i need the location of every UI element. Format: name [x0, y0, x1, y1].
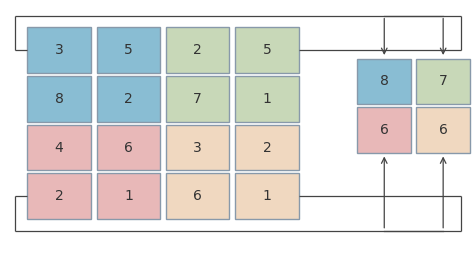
- Text: 1: 1: [124, 189, 133, 203]
- Text: 6: 6: [193, 189, 202, 203]
- FancyBboxPatch shape: [166, 27, 229, 73]
- FancyBboxPatch shape: [166, 76, 229, 122]
- FancyBboxPatch shape: [166, 125, 229, 170]
- FancyBboxPatch shape: [97, 27, 160, 73]
- Text: 1: 1: [263, 189, 271, 203]
- FancyBboxPatch shape: [97, 173, 160, 219]
- FancyBboxPatch shape: [27, 125, 91, 170]
- FancyBboxPatch shape: [357, 59, 411, 104]
- Text: 2: 2: [124, 92, 133, 106]
- FancyBboxPatch shape: [357, 107, 411, 153]
- Text: 3: 3: [55, 43, 64, 57]
- FancyBboxPatch shape: [416, 59, 470, 104]
- Text: 5: 5: [263, 43, 271, 57]
- Text: 2: 2: [55, 189, 64, 203]
- Text: 7: 7: [439, 74, 447, 88]
- FancyBboxPatch shape: [416, 107, 470, 153]
- Text: 2: 2: [263, 140, 271, 154]
- Text: 6: 6: [380, 123, 389, 137]
- FancyBboxPatch shape: [27, 173, 91, 219]
- Text: 8: 8: [55, 92, 64, 106]
- Text: 3: 3: [193, 140, 202, 154]
- FancyBboxPatch shape: [27, 76, 91, 122]
- FancyBboxPatch shape: [235, 27, 299, 73]
- FancyBboxPatch shape: [235, 125, 299, 170]
- FancyBboxPatch shape: [235, 173, 299, 219]
- Text: 7: 7: [193, 92, 202, 106]
- Text: 6: 6: [124, 140, 133, 154]
- Text: 4: 4: [55, 140, 64, 154]
- Text: 5: 5: [124, 43, 133, 57]
- Text: 2: 2: [193, 43, 202, 57]
- FancyBboxPatch shape: [97, 76, 160, 122]
- FancyBboxPatch shape: [235, 76, 299, 122]
- Text: 6: 6: [439, 123, 447, 137]
- FancyBboxPatch shape: [166, 173, 229, 219]
- Text: 1: 1: [263, 92, 271, 106]
- Text: 8: 8: [380, 74, 389, 88]
- FancyBboxPatch shape: [27, 27, 91, 73]
- FancyBboxPatch shape: [97, 125, 160, 170]
